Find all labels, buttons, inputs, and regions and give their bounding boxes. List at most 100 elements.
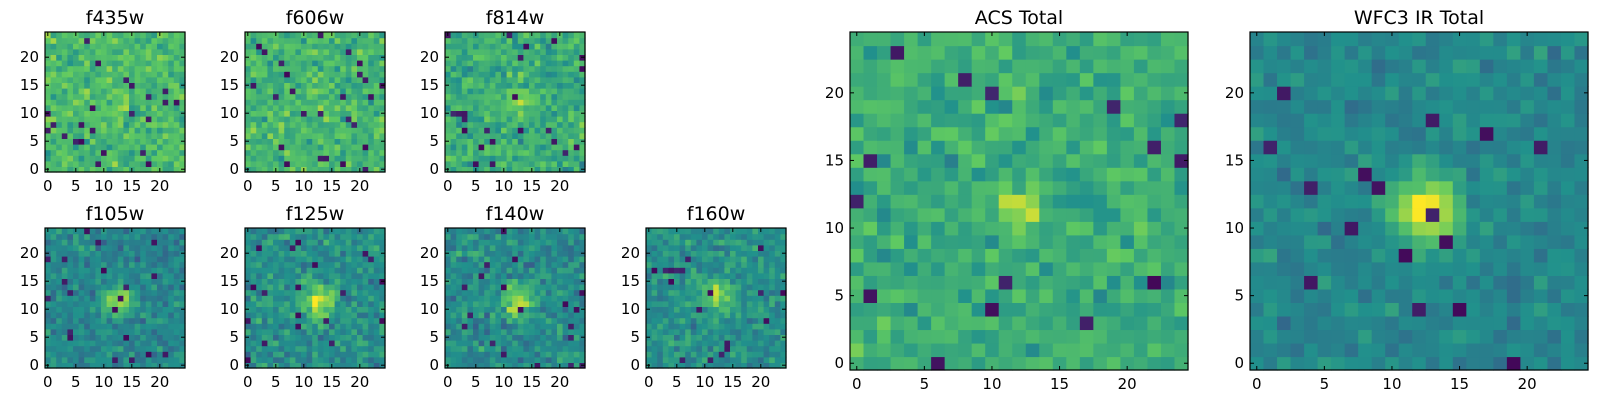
heatmap-cell — [534, 149, 541, 156]
heatmap-cell — [112, 116, 119, 123]
heatmap-cell — [501, 65, 508, 72]
heatmap-cell — [373, 166, 380, 173]
heatmap-cell — [456, 32, 463, 39]
heatmap-cell — [473, 250, 480, 257]
heatmap-cell — [173, 149, 180, 156]
heatmap-cell — [89, 121, 96, 128]
heatmap-cell — [478, 233, 485, 240]
heatmap-cell — [56, 116, 63, 123]
heatmap-cell — [284, 32, 291, 39]
heatmap-cell — [769, 250, 776, 257]
heatmap-cell — [329, 138, 336, 145]
heatmap-cell — [151, 284, 158, 291]
heatmap-cell — [134, 239, 141, 246]
heatmap-cell — [67, 121, 74, 128]
heatmap-cell — [517, 250, 524, 257]
heatmap-cell — [763, 362, 770, 369]
heatmap-cell — [373, 272, 380, 279]
heatmap-cell — [489, 328, 496, 335]
heatmap-cell — [345, 256, 352, 263]
heatmap-cell — [674, 328, 681, 335]
heatmap-cell — [56, 65, 63, 72]
heatmap-cell — [129, 43, 136, 50]
heatmap-cell — [1066, 221, 1081, 236]
heatmap-cell — [478, 306, 485, 313]
heatmap-cell — [173, 323, 180, 330]
heatmap-cell — [112, 261, 119, 268]
heatmap-cell — [267, 250, 274, 257]
heatmap-cell — [117, 256, 124, 263]
heatmap-cell — [323, 239, 330, 246]
heatmap-cell — [763, 345, 770, 352]
heatmap-cell — [273, 65, 280, 72]
heatmap-cell — [685, 334, 692, 341]
heatmap-cell — [450, 334, 457, 341]
heatmap-cell — [61, 32, 68, 39]
heatmap-cell — [545, 300, 552, 307]
heatmap-cell — [478, 317, 485, 324]
heatmap-cell — [112, 88, 119, 95]
heatmap-cell — [345, 144, 352, 151]
heatmap-cell — [162, 32, 169, 39]
heatmap-cell — [529, 138, 536, 145]
heatmap-cell — [312, 267, 319, 274]
heatmap-cell — [256, 37, 263, 44]
heatmap-cell — [512, 65, 519, 72]
heatmap-cell — [741, 244, 748, 251]
heatmap-cell — [985, 194, 1000, 209]
heatmap-cell — [904, 194, 919, 209]
heatmap-cell — [45, 345, 52, 352]
heatmap-cell — [545, 362, 552, 369]
heatmap-cell — [1039, 221, 1054, 236]
heatmap-cell — [45, 116, 52, 123]
heatmap-cell — [1160, 207, 1176, 222]
heatmap-cell — [478, 160, 485, 167]
heatmap-cell — [317, 144, 324, 151]
heatmap-cell — [134, 155, 141, 162]
heatmap-cell — [529, 300, 536, 307]
heatmap-cell — [1012, 153, 1027, 168]
heatmap-cell — [551, 166, 558, 173]
heatmap-cell — [679, 261, 686, 268]
heatmap-cell — [473, 144, 480, 151]
heatmap-cell — [579, 300, 586, 307]
heatmap-cell — [134, 127, 141, 134]
heatmap-cell — [73, 261, 80, 268]
heatmap-cell — [168, 312, 175, 319]
heatmap-cell — [106, 155, 113, 162]
heatmap-cell — [517, 278, 524, 285]
heatmap-cell — [50, 121, 57, 128]
heatmap-cell — [140, 239, 147, 246]
heatmap-cell — [50, 82, 57, 89]
heatmap-cell — [568, 82, 575, 89]
heatmap-cell — [45, 284, 52, 291]
heatmap-cell — [117, 267, 124, 274]
heatmap-cell — [368, 351, 375, 358]
heatmap-cell — [368, 116, 375, 123]
heatmap-cell — [61, 289, 68, 296]
heatmap-cell — [495, 250, 502, 257]
heatmap-cell — [551, 340, 558, 347]
heatmap-cell — [368, 261, 375, 268]
heatmap-cell — [473, 82, 480, 89]
heatmap-cell — [534, 160, 541, 167]
heatmap-cell — [312, 82, 319, 89]
heatmap-cell — [741, 340, 748, 347]
heatmap-cell — [173, 88, 180, 95]
heatmap-cell — [529, 160, 536, 167]
heatmap-cell — [157, 54, 164, 61]
heatmap-cell — [998, 356, 1013, 371]
heatmap-cell — [1120, 329, 1135, 344]
heatmap-cell — [89, 328, 96, 335]
heatmap-cell — [573, 37, 580, 44]
heatmap-cell — [724, 250, 731, 257]
heatmap-cell — [501, 155, 508, 162]
heatmap-cell — [690, 317, 697, 324]
heatmap-cell — [157, 149, 164, 156]
heatmap-cell — [168, 116, 175, 123]
heatmap-cell — [450, 48, 457, 55]
heatmap-cell — [89, 71, 96, 78]
heatmap-cell — [95, 110, 102, 117]
heatmap-cell — [84, 82, 91, 89]
heatmap-cell — [78, 155, 85, 162]
